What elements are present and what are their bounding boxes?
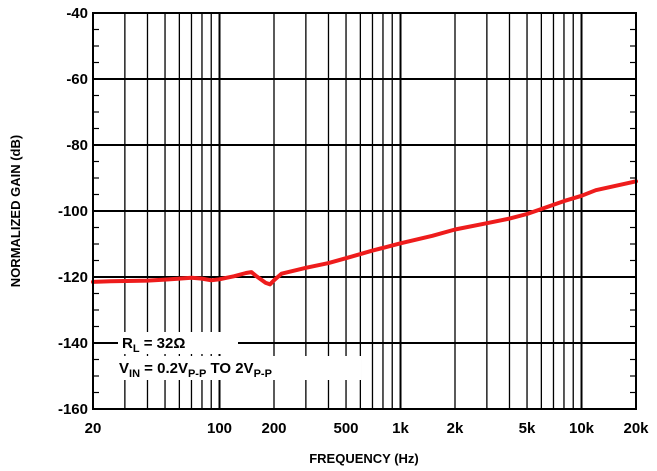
annotation-vin-main: V [119,360,129,377]
x-tick-label: 500 [334,420,359,437]
y-tick-label: -100 [58,203,88,220]
x-tick-label: 10k [569,420,595,437]
annotation-vin-mid2: TO 2V [206,360,253,377]
annotation-vin-sub3: P-P [254,368,272,380]
x-tick-label: 2k [447,420,464,437]
annotation-vin-sub: IN [129,368,140,380]
x-axis-tick-labels: 20 100 200 500 1k 2k 5k 10k 20k [85,420,650,437]
annotation-1-background [118,332,238,354]
y-tick-label: -60 [66,71,88,88]
y-tick-label: -120 [58,269,88,286]
y-axis-title: NORMALIZED GAIN (dB) [8,135,23,287]
x-tick-label: 200 [261,420,286,437]
y-tick-label: -80 [66,137,88,154]
annotation-2-background [115,356,361,380]
x-tick-label: 20 [85,420,102,437]
annotation-vin: VIN = 0.2VP-P TO 2VP-P [119,360,272,380]
series-line [91,179,638,287]
annotation-rl-sub: L [133,343,140,355]
annotation-vin-sub2: P-P [188,368,206,380]
x-axis-title: FREQUENCY (Hz) [309,451,419,466]
x-tick-label: 1k [392,420,409,437]
grid-lines [93,13,636,409]
x-tick-label: 20k [623,420,649,437]
y-tick-label: -160 [58,401,88,418]
plot-frame [92,12,637,410]
x-tick-label: 5k [519,420,536,437]
annotation-rl: RL = 32Ω [122,335,185,355]
annotation-rl-main: R [122,335,133,352]
annotation-vin-mid: = 0.2V [140,360,188,377]
annotation-rl-tail: = 32Ω [140,335,186,352]
y-axis-tick-labels: -40 -60 -80 -100 -120 -140 -160 [58,5,88,418]
y-tick-label: -40 [66,5,88,22]
y-tick-label: -140 [58,335,88,352]
x-tick-label: 100 [207,420,232,437]
